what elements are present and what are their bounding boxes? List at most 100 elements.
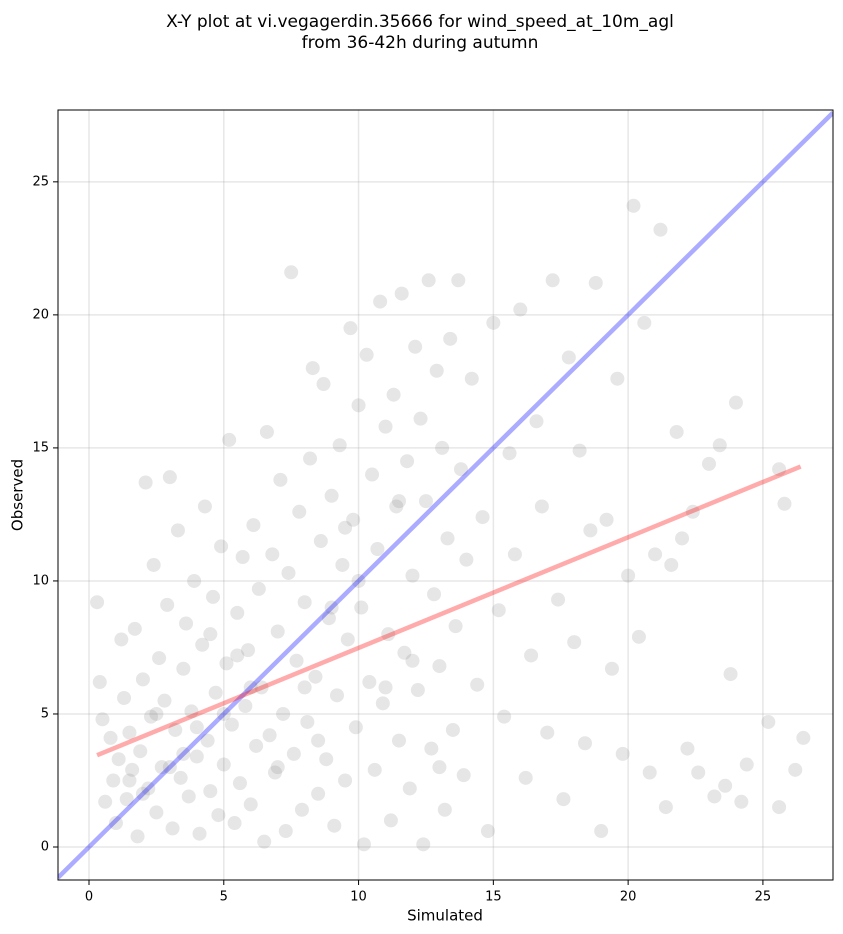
point [518, 770, 533, 785]
point [179, 616, 194, 631]
point [262, 728, 277, 743]
point [637, 315, 652, 330]
point [289, 653, 304, 668]
point [170, 523, 185, 538]
point [497, 709, 512, 724]
point [443, 331, 458, 346]
point [257, 834, 272, 849]
point [316, 377, 331, 392]
point [232, 776, 247, 791]
point [152, 651, 167, 666]
point [111, 752, 126, 767]
point [235, 549, 250, 564]
point [327, 818, 342, 833]
point [338, 520, 353, 535]
point [241, 643, 256, 658]
point [561, 350, 576, 365]
point [378, 419, 393, 434]
point [297, 680, 312, 695]
point [168, 722, 183, 737]
point [392, 733, 406, 748]
point [216, 706, 231, 721]
point [305, 361, 320, 376]
point [286, 746, 301, 761]
point [206, 589, 220, 604]
point [373, 294, 388, 309]
fit-line [96, 464, 802, 758]
x-tick-label: 25 [755, 890, 772, 905]
point [669, 424, 684, 439]
point [480, 824, 495, 839]
point [173, 770, 188, 785]
point [454, 462, 468, 477]
point [507, 547, 522, 562]
point [459, 552, 474, 567]
point [243, 797, 258, 812]
point [685, 504, 700, 519]
point [154, 760, 169, 775]
point [203, 784, 218, 799]
point [621, 568, 636, 583]
point [176, 746, 191, 761]
point [788, 762, 803, 777]
point [311, 786, 326, 801]
point [146, 557, 161, 572]
point [281, 565, 296, 580]
point [437, 802, 452, 817]
point [141, 781, 156, 796]
point [680, 741, 695, 756]
point [610, 371, 625, 386]
point [386, 387, 401, 402]
point [208, 685, 223, 700]
point [362, 675, 377, 690]
x-tick-label: 5 [220, 890, 228, 905]
point [702, 456, 716, 471]
point [375, 696, 390, 711]
point [529, 414, 544, 429]
point [230, 648, 245, 663]
point [416, 837, 431, 852]
fit-line [58, 111, 833, 880]
point [222, 432, 237, 447]
point [723, 667, 738, 682]
y-tick-label: 5 [41, 706, 49, 721]
point [432, 659, 447, 674]
point [410, 683, 425, 698]
point [777, 496, 792, 511]
point [95, 712, 110, 727]
point [294, 802, 309, 817]
point [739, 757, 754, 772]
point [308, 669, 323, 684]
point [319, 752, 334, 767]
point [402, 781, 417, 796]
point [418, 494, 433, 509]
point [405, 568, 420, 583]
point [734, 794, 749, 809]
point [135, 672, 150, 687]
point [626, 198, 641, 213]
point [448, 619, 463, 634]
point [270, 760, 285, 775]
point [551, 592, 566, 607]
point [340, 632, 355, 647]
point [127, 621, 142, 636]
point [138, 475, 153, 490]
point [796, 730, 811, 745]
point [540, 725, 555, 740]
point [578, 736, 592, 751]
point [615, 746, 630, 761]
point [103, 730, 118, 745]
point [456, 768, 471, 783]
point [114, 632, 129, 647]
point [197, 499, 212, 514]
point [311, 733, 326, 748]
point [642, 765, 657, 780]
point [351, 398, 366, 413]
point [219, 656, 234, 671]
point [389, 499, 404, 514]
point [691, 765, 706, 780]
point [90, 595, 105, 610]
point [122, 725, 137, 740]
point [381, 627, 396, 642]
